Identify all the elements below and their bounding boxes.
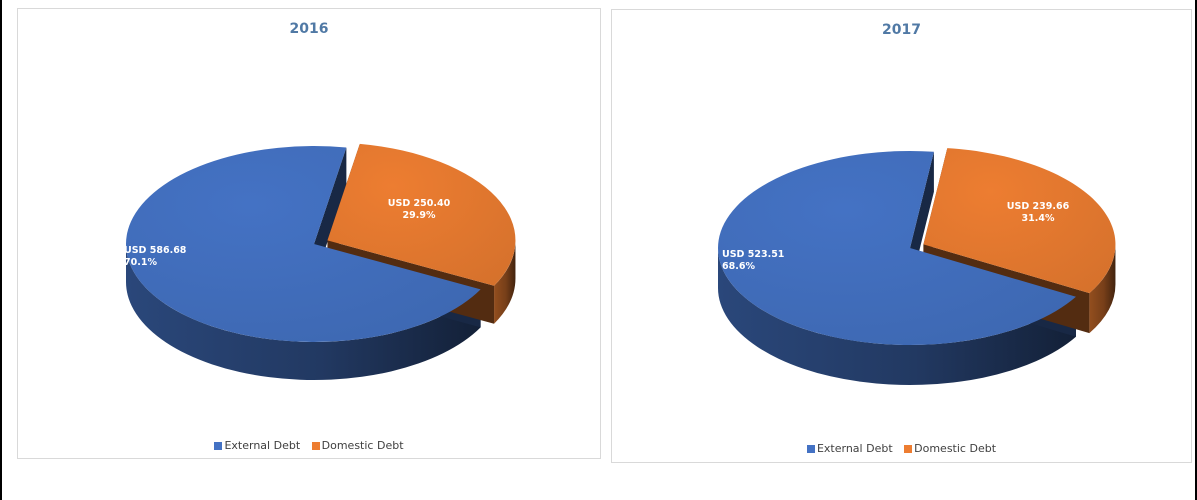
pie-slice-domestic-debt bbox=[327, 143, 516, 286]
data-label-percent: 29.9% bbox=[403, 210, 436, 221]
pie-side-external-debt bbox=[718, 248, 1076, 385]
data-label-percent: 70.1% bbox=[124, 257, 157, 268]
legend: External Debt Domestic Debt bbox=[18, 439, 600, 452]
legend-item-domestic-debt: Domestic Debt bbox=[311, 439, 404, 452]
legend-swatch-external bbox=[214, 442, 223, 450]
legend-label: Domestic Debt bbox=[914, 442, 997, 455]
data-label-percent: 68.6% bbox=[722, 261, 755, 272]
chart-title: 2016 bbox=[289, 21, 329, 37]
data-label-value: USD 586.68 bbox=[124, 245, 187, 256]
pie-side-external-debt bbox=[126, 244, 481, 380]
legend-item-external-debt: External Debt bbox=[214, 439, 300, 452]
legend-label: Domestic Debt bbox=[321, 439, 404, 452]
legend: External Debt Domestic Debt bbox=[612, 442, 1191, 455]
legend-swatch-domestic bbox=[904, 445, 913, 453]
data-label-value: USD 239.66 bbox=[1007, 201, 1070, 212]
pie-side-domestic-debt bbox=[494, 240, 516, 324]
legend-item-external-debt: External Debt bbox=[806, 442, 893, 455]
pie-slice-external-debt bbox=[718, 151, 1076, 346]
legend-item-domestic-debt: Domestic Debt bbox=[904, 442, 996, 455]
chart-2017: 2017 USD 523.51 68.6% USD 239.66 31.4% Exte… bbox=[611, 9, 1192, 463]
legend-label: External Debt bbox=[224, 439, 301, 452]
data-label-value: USD 523.51 bbox=[722, 249, 784, 260]
legend-label: External Debt bbox=[816, 442, 893, 455]
pie-slice-external-debt bbox=[125, 146, 481, 343]
chart-2016: 2016 USD 586.68 70.1% USD 250.40 29.9% Exte… bbox=[17, 8, 601, 459]
chart-title: 2017 bbox=[882, 22, 921, 38]
legend-swatch-external bbox=[806, 445, 815, 453]
legend-swatch-domestic bbox=[311, 442, 320, 450]
data-label-percent: 31.4% bbox=[1022, 213, 1055, 224]
pie-slice-domestic-debt bbox=[923, 148, 1116, 294]
data-label-value: USD 250.40 bbox=[388, 198, 451, 209]
pie-side-domestic-debt bbox=[1089, 244, 1116, 334]
